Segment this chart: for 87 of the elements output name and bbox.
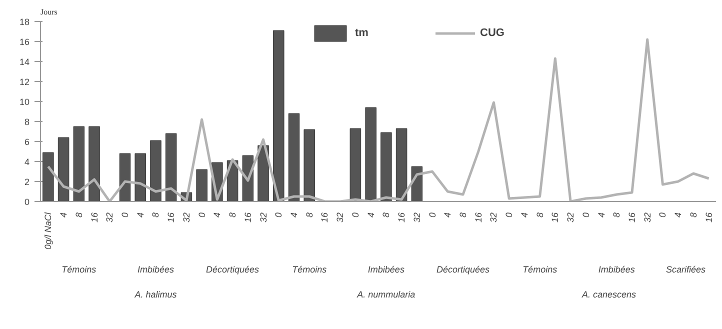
x-tick-label: 0	[274, 212, 284, 218]
x-tick-label: 0	[658, 212, 668, 218]
x-tick-label: 4	[673, 212, 684, 218]
text: Imbibées	[137, 264, 174, 274]
bar	[58, 137, 70, 202]
bar	[73, 126, 85, 202]
x-tick-label: 4	[212, 212, 222, 218]
y-tick-label: 2	[24, 177, 30, 187]
x-tick-label: 4	[442, 212, 453, 218]
x-tick-label: 8	[150, 212, 161, 218]
x-tick-label: 0	[580, 212, 591, 218]
text: A. nummularia	[356, 290, 416, 300]
x-tick-label: 0	[350, 212, 360, 218]
line-series	[46, 38, 710, 202]
bar	[304, 129, 315, 202]
bar	[365, 107, 376, 202]
x-tick-label: 16	[627, 212, 637, 223]
y-tick-label: 12	[19, 77, 30, 87]
text: Imbibées	[598, 264, 636, 274]
x-tick-label: 8	[688, 212, 698, 218]
text: Scarifiées	[666, 264, 706, 274]
legend-label: tm	[355, 27, 370, 39]
x-tick-label: 8	[534, 212, 545, 218]
x-tick-label: 0g/l NaCl	[43, 212, 54, 250]
x-tick-label: 0	[504, 212, 514, 218]
x-tick-label: 16	[396, 212, 407, 223]
x-tick-label: 4	[366, 212, 376, 218]
bar	[288, 113, 300, 202]
bar	[350, 128, 362, 202]
y-tick-label: 6	[24, 137, 30, 147]
y-tick-label: 10	[19, 97, 30, 107]
bar	[380, 132, 392, 202]
bar	[273, 30, 284, 202]
x-tick-label: 4	[519, 212, 530, 218]
x-tick-label: 16	[320, 212, 330, 223]
x-tick-label: 32	[488, 212, 499, 223]
x-tick-label: 8	[304, 212, 314, 218]
x-tick-label: 16	[89, 212, 100, 223]
y-tick-label: 18	[19, 17, 30, 27]
x-tick-label: 8	[228, 212, 238, 218]
x-tick-label: 4	[596, 212, 606, 218]
bar	[42, 152, 54, 202]
text: A. canescens	[580, 290, 636, 300]
x-tick-label: 4	[135, 212, 146, 218]
x-tick-label: 8	[458, 212, 468, 218]
bar	[258, 145, 269, 202]
x-tick-label: 32	[566, 212, 576, 223]
x-tick-label: 32	[104, 212, 115, 223]
y-tick-label: 8	[24, 117, 30, 127]
x-tick-label: 16	[704, 212, 714, 223]
x-tick-label: 0	[120, 212, 130, 218]
x-tick-label: 4	[58, 212, 69, 218]
text: Imbibées	[368, 264, 405, 274]
x-tick-label: 0	[196, 212, 207, 218]
bar	[396, 128, 408, 202]
x-tick-label: 16	[550, 212, 560, 223]
x-tick-label: 16	[242, 212, 253, 223]
bar	[150, 140, 162, 202]
x-tick-label: 8	[612, 212, 622, 218]
x-tick-label: 32	[642, 212, 652, 223]
x-tick-label: 32	[181, 212, 192, 223]
bar	[88, 126, 100, 202]
x-tick-label: 8	[381, 212, 392, 218]
bar	[119, 153, 131, 202]
y-tick-label: 4	[24, 157, 30, 167]
text: Décortiquées	[206, 264, 260, 274]
x-tick-label: 32	[258, 212, 268, 223]
text: A. halimus	[134, 290, 178, 300]
y-tick-label: 0	[24, 197, 30, 207]
bar	[165, 133, 177, 202]
x-tick-label: 32	[335, 212, 346, 223]
y-tick-label: 16	[19, 37, 30, 47]
x-tick-label: 32	[412, 212, 422, 223]
text: Témoins	[522, 264, 558, 274]
x-tick-label: 16	[473, 212, 484, 223]
x-tick-label: 8	[74, 212, 84, 218]
text: Décortiquées	[436, 264, 490, 274]
x-tick-label: 0	[427, 212, 438, 218]
y-axis-title: Jours	[40, 8, 58, 16]
x-tick-label: 4	[289, 212, 299, 218]
legend-label: CUG	[480, 27, 504, 39]
y-tick-label: 14	[19, 57, 30, 67]
bar	[196, 169, 208, 202]
text: Témoins	[62, 264, 97, 274]
bar	[134, 153, 146, 202]
x-tick-label: 16	[166, 212, 176, 223]
text: Témoins	[292, 264, 328, 274]
